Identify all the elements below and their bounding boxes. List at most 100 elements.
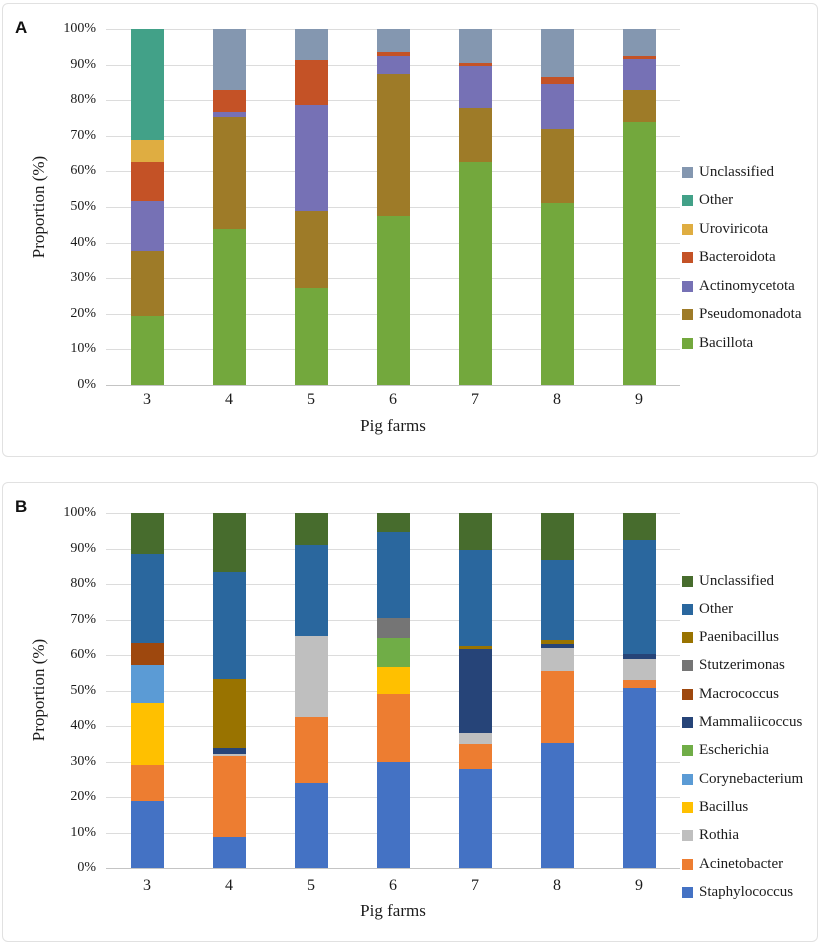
segment-rothia-farm-5 xyxy=(294,635,328,718)
legend-item-staphylococcus: Staphylococcus xyxy=(682,881,793,903)
segment-staphylococcus-farm-6 xyxy=(376,761,410,868)
bar-farm-6 xyxy=(376,513,410,868)
segment-staphylococcus-farm-7 xyxy=(458,769,492,868)
segment-mammaliicoccus-farm-9 xyxy=(622,654,656,659)
segment-macrococcus-farm-3 xyxy=(130,642,164,666)
legend-label: Staphylococcus xyxy=(699,883,794,900)
legend-item-escherichia: Escherichia xyxy=(682,740,769,762)
legend-swatch xyxy=(682,660,693,672)
legend-item-other: Other xyxy=(682,598,733,620)
segment-bacillota-farm-9 xyxy=(622,121,656,385)
segment-unclassified-farm-5 xyxy=(294,29,328,60)
segment-bacteroidota-farm-6 xyxy=(376,52,410,56)
segment-unclassified-farm-3 xyxy=(130,513,164,554)
segment-unclassified-farm-8 xyxy=(540,29,574,77)
segment-unclassified-farm-7 xyxy=(458,29,492,63)
legend-item-bacillota: Bacillota xyxy=(682,332,753,354)
segment-other-farm-6 xyxy=(376,531,410,619)
bar-farm-3 xyxy=(130,29,164,385)
x-axis-tick-label: 3 xyxy=(143,877,151,894)
segment-pseudomonadota-farm-3 xyxy=(130,250,164,316)
segment-unclassified-farm-5 xyxy=(294,513,328,545)
segment-rothia-farm-9 xyxy=(622,658,656,680)
x-axis-tick-label: 4 xyxy=(225,391,233,408)
x-axis-tick-label: 7 xyxy=(471,391,479,408)
legend-item-stutzerimonas: Stutzerimonas xyxy=(682,655,785,677)
legend-item-macrococcus: Macrococcus xyxy=(682,683,779,705)
segment-bacillota-farm-4 xyxy=(212,229,246,385)
y-axis-tick-label: 60% xyxy=(70,647,96,662)
segment-uroviricota-farm-3 xyxy=(130,140,164,162)
y-axis-tick-label: 30% xyxy=(70,270,96,286)
legend-item-actinomycetota: Actinomycetota xyxy=(682,275,795,297)
segment-acinetobacter-farm-5 xyxy=(294,717,328,783)
legend-swatch xyxy=(682,280,693,292)
segment-rothia-farm-7 xyxy=(458,732,492,745)
panel-label-a: A xyxy=(15,18,28,37)
segment-paenibacillus-farm-4 xyxy=(212,678,246,749)
gridline xyxy=(106,868,680,869)
y-axis-tick-label: 20% xyxy=(70,305,96,321)
y-axis-tick-label: 70% xyxy=(70,127,96,143)
segment-actinomycetota-farm-3 xyxy=(130,200,164,251)
legend-label: Uroviricota xyxy=(699,220,769,237)
y-axis-tick-label: 80% xyxy=(70,576,96,591)
segment-mammaliicoccus-farm-7 xyxy=(458,649,492,733)
legend-label: Pseudomonadota xyxy=(699,306,802,322)
y-axis-tick-label: 50% xyxy=(70,199,96,214)
legend-label: Bacteroidota xyxy=(699,249,776,265)
segment-rothia-farm-8 xyxy=(540,648,574,671)
segment-stutzerimonas-farm-6 xyxy=(376,618,410,638)
legend-item-pseudomonadota: Pseudomonadota xyxy=(682,304,802,326)
legend-swatch xyxy=(682,603,693,615)
x-axis-title-a: Pig farms xyxy=(360,416,426,435)
segment-pseudomonadota-farm-6 xyxy=(376,73,410,216)
x-axis-tick-label: 5 xyxy=(307,877,315,894)
segment-bacteroidota-farm-3 xyxy=(130,161,164,201)
segment-actinomycetota-farm-6 xyxy=(376,55,410,74)
y-axis-tick-label: 40% xyxy=(70,718,96,733)
y-axis-tick-label: 60% xyxy=(70,163,96,179)
segment-staphylococcus-farm-4 xyxy=(212,837,246,868)
segment-acinetobacter-farm-8 xyxy=(540,670,574,744)
legend-label: Bacillota xyxy=(699,334,754,351)
legend-label: Rothia xyxy=(699,827,739,844)
legend-swatch xyxy=(682,717,693,728)
legend-label: Bacillus xyxy=(699,798,749,815)
segment-other-farm-9 xyxy=(622,540,656,655)
panel-a: A Proportion (%) Pig farms 0% 10% 20% 30% 40… xyxy=(2,3,818,457)
legend-swatch xyxy=(682,858,693,870)
legend-swatch xyxy=(682,337,693,349)
legend-label: Actinomycetota xyxy=(699,277,795,294)
legend-label: Corynebacterium xyxy=(699,770,804,787)
legend-item-rothia: Rothia xyxy=(682,825,739,847)
segment-staphylococcus-farm-8 xyxy=(540,743,574,868)
y-axis-tick-label: 20% xyxy=(70,789,96,804)
segment-acinetobacter-farm-3 xyxy=(130,765,164,801)
y-axis-tick-label: 0% xyxy=(77,377,96,392)
panel-b: B Proportion (%) Pig farms 0% 10% 20% 30% 40… xyxy=(2,482,818,942)
segment-bacillus-farm-6 xyxy=(376,667,410,695)
segment-acinetobacter-farm-7 xyxy=(458,744,492,770)
x-axis-tick-label: 6 xyxy=(389,877,397,894)
segment-actinomycetota-farm-8 xyxy=(540,83,574,130)
segment-unclassified-farm-8 xyxy=(540,513,574,561)
y-axis-tick-label: 100% xyxy=(63,505,96,520)
y-axis-tick-label: 50% xyxy=(70,682,96,698)
y-axis-tick-label: 0% xyxy=(77,860,96,875)
panel-label-b: B xyxy=(15,497,28,516)
segment-paenibacillus-farm-7 xyxy=(458,645,492,650)
legend-label: Other xyxy=(699,600,734,617)
legend-item-mammaliicoccus: Mammaliicoccus xyxy=(682,712,802,734)
bar-farm-9 xyxy=(622,513,656,868)
y-axis-tick-label: 10% xyxy=(70,341,96,357)
x-axis-title-b: Pig farms xyxy=(360,901,426,920)
y-axis-tick-label: 100% xyxy=(63,21,96,36)
legend-item-uroviricota: Uroviricota xyxy=(682,218,768,240)
legend-label: Escherichia xyxy=(699,742,769,759)
bar-farm-9 xyxy=(622,29,656,385)
segment-escherichia-farm-6 xyxy=(376,637,410,668)
y-axis-tick-label: 40% xyxy=(70,234,96,250)
segment-bacillota-farm-8 xyxy=(540,203,574,385)
